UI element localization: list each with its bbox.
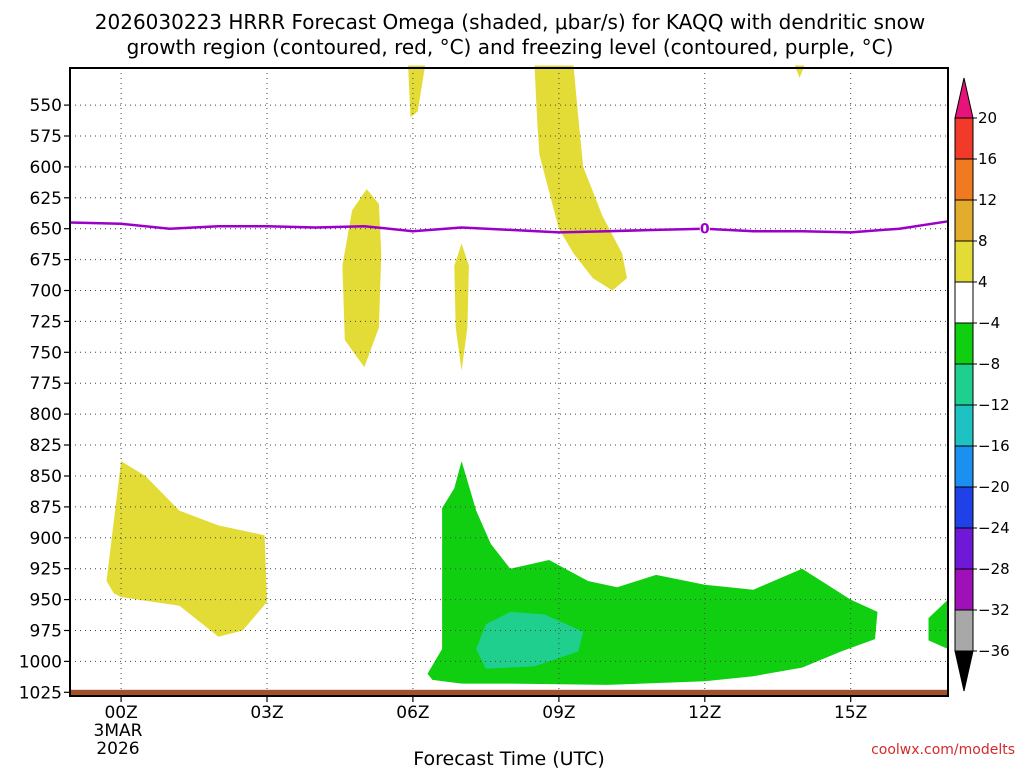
pressure-tick-label: 1025: [19, 683, 62, 703]
downward-omega-minus4-minus8-right: [928, 599, 948, 649]
colorbar-segment: [954, 363, 974, 406]
colorbar-label: −8: [978, 355, 1000, 373]
freezing-level-label: 0: [700, 222, 710, 238]
colorbar-label: −16: [978, 437, 1010, 455]
chart-title-line2: growth region (contoured, red, °C) and f…: [127, 35, 894, 59]
upward-omega-4-8-00z-03z: [106, 461, 267, 637]
colorbar-label: −36: [978, 642, 1010, 660]
colorbar-segment: [954, 322, 974, 365]
x-axis-title: Forecast Time (UTC): [413, 748, 604, 768]
pressure-tick-label: 725: [30, 312, 62, 332]
pressure-axis: 550 575 600 625 650 675 700 725 750 775 800 825 850 8…: [19, 96, 70, 703]
time-tick-label: 09Z: [542, 703, 575, 723]
colorbar-label: 12: [978, 191, 997, 209]
ground-layer: [70, 689, 948, 696]
colorbar-segment: [954, 527, 974, 570]
pressure-tick-label: 650: [30, 220, 62, 240]
pressure-tick-label: 600: [30, 158, 62, 178]
pressure-tick-label: 700: [30, 282, 62, 302]
colorbar-segment: [954, 158, 974, 201]
colorbar: 20 16 12 8 4 −4 −8 −12 −16 −20 −24 −28 −32 −36: [954, 77, 1010, 692]
colorbar-segment: [954, 240, 974, 283]
colorbar-segment: [954, 117, 974, 160]
colorbar-label: −32: [978, 601, 1010, 619]
colorbar-segment: [954, 404, 974, 447]
colorbar-segment: [954, 609, 974, 652]
time-axis: 00Z 03Z 06Z 09Z 12Z 15Z: [104, 696, 867, 723]
colorbar-top-arrow: [954, 77, 974, 119]
colorbar-bottom-arrow: [954, 650, 974, 692]
pressure-tick-label: 975: [30, 622, 62, 642]
time-tick-label: 06Z: [396, 703, 429, 723]
date-label-month: 3MAR: [94, 721, 143, 741]
upward-omega-4-8-top-06z: [408, 65, 426, 118]
freezing-level-contour: [69, 220, 949, 234]
ground-strip: [70, 689, 948, 696]
pressure-tick-label: 775: [30, 374, 62, 394]
freezing-level-label-bg: [699, 220, 710, 237]
colorbar-label: −20: [978, 478, 1010, 496]
colorbar-label: 16: [978, 150, 997, 168]
time-tick-label: 03Z: [250, 703, 283, 723]
pressure-tick-label: 800: [30, 405, 62, 425]
chart-title-line1: 2026030223 HRRR Forecast Omega (shaded, …: [95, 10, 925, 34]
pressure-tick-label: 1000: [19, 652, 62, 672]
colorbar-label: −4: [978, 314, 1000, 332]
source-credit: coolwx.com/modelts: [871, 742, 1015, 758]
upward-omega-4-8-07z: [454, 243, 469, 371]
downward-omega-minus8-minus12: [476, 611, 584, 669]
time-tick-label: 12Z: [688, 703, 721, 723]
colorbar-segment: [954, 568, 974, 611]
time-tick-label: 15Z: [834, 703, 867, 723]
pressure-tick-label: 900: [30, 529, 62, 549]
colorbar-label: 4: [978, 273, 988, 291]
upward-omega-4-8-09z-10z: [534, 65, 627, 291]
upward-omega-4-8-05z: [342, 189, 382, 368]
pressure-tick-label: 950: [30, 591, 62, 611]
colorbar-segment: [954, 486, 974, 529]
pressure-tick-label: 750: [30, 343, 62, 363]
colorbar-segment: [954, 445, 974, 488]
time-tick-label: 00Z: [104, 703, 137, 723]
pressure-tick-label: 825: [30, 436, 62, 456]
freezing-level-contour-group: 0: [69, 220, 949, 238]
omega-shaded-regions: [106, 65, 948, 685]
colorbar-label: 8: [978, 232, 988, 250]
plot-frame: [69, 67, 949, 697]
pressure-tick-label: 925: [30, 560, 62, 580]
colorbar-segment: [954, 281, 974, 324]
pressure-tick-label: 575: [30, 127, 62, 147]
pressure-tick-label: 850: [30, 467, 62, 487]
date-label-year: 2026: [96, 739, 139, 759]
pressure-tick-label: 675: [30, 251, 62, 271]
colorbar-label: −24: [978, 519, 1010, 537]
pressure-tick-label: 625: [30, 189, 62, 209]
plot-grid: [70, 68, 948, 690]
pressure-tick-label: 550: [30, 96, 62, 116]
pressure-tick-label: 875: [30, 498, 62, 518]
colorbar-segment: [954, 199, 974, 242]
colorbar-label: −28: [978, 560, 1010, 578]
colorbar-label: 20: [978, 109, 997, 127]
colorbar-label: −12: [978, 396, 1010, 414]
